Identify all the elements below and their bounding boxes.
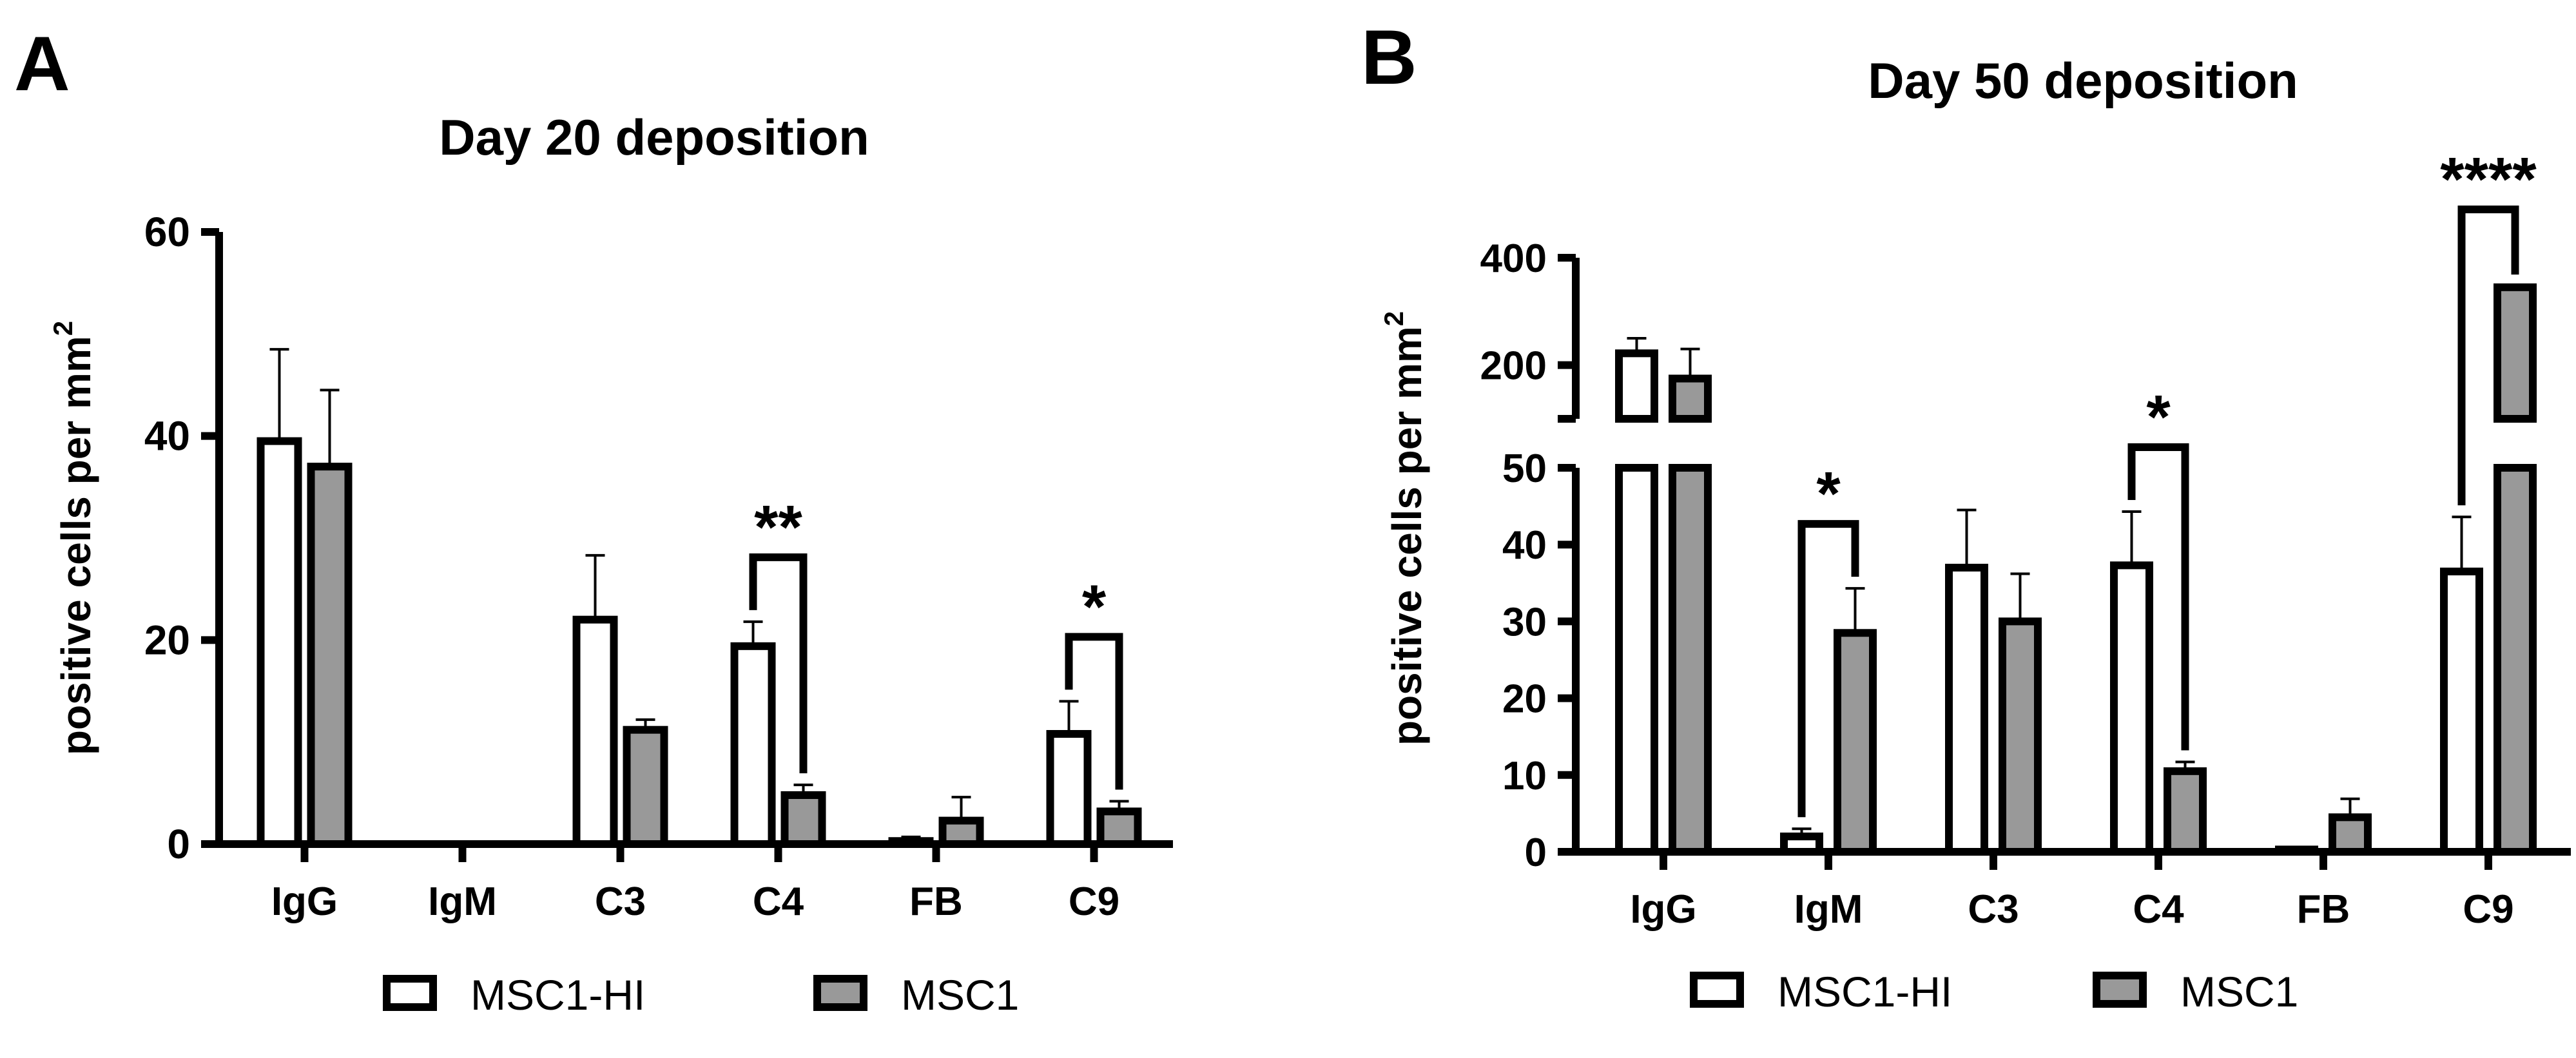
y-tick-label: 40 xyxy=(1502,523,1547,568)
legend-label-msc1-hi: MSC1-HI xyxy=(470,971,645,1019)
x-tick-label-fb: FB xyxy=(909,880,963,924)
axis-break-gap xyxy=(1612,427,1661,460)
bar-msc1-hi-c9 xyxy=(1051,734,1088,844)
x-tick-label-fb: FB xyxy=(2297,887,2350,932)
legend-label-msc1-hi: MSC1-HI xyxy=(1777,968,1952,1015)
bar-msc1-c9-lower xyxy=(2497,468,2533,852)
x-tick-label-igm: IgM xyxy=(1794,887,1863,932)
significance-label-igm: * xyxy=(1816,459,1841,528)
bar-msc1-hi-fb xyxy=(2279,849,2314,852)
bar-msc1-c4 xyxy=(785,795,822,844)
y-axis-label-text: positive cells per mm xyxy=(53,336,99,755)
y-tick-label: 400 xyxy=(1480,236,1547,281)
legend-label-msc1: MSC1 xyxy=(2180,968,2298,1015)
y-tick-label: 10 xyxy=(1502,754,1547,798)
bar-msc1-hi-igg-upper xyxy=(1619,353,1654,419)
y-tick-label: 20 xyxy=(1502,677,1547,722)
y-axis-label-superscript: 2 xyxy=(1379,311,1409,326)
y-tick-label: 60 xyxy=(144,209,190,255)
bar-msc1-hi-igm xyxy=(1784,836,1819,852)
x-tick-label-igg: IgG xyxy=(271,880,338,924)
bar-msc1-hi-igg xyxy=(261,441,298,844)
legend-swatch-msc1-hi xyxy=(387,979,433,1007)
y-tick-label: 30 xyxy=(1502,600,1547,644)
x-tick-label-c9: C9 xyxy=(2463,887,2513,932)
figure: ADay 20 deposition0204060positive cells … xyxy=(0,0,2576,1058)
bar-msc1-hi-c3 xyxy=(577,620,614,844)
bar-msc1-fb xyxy=(943,821,980,844)
bar-msc1-igm xyxy=(1837,633,1873,852)
significance-label-c9: **** xyxy=(2440,145,2537,214)
y-axis-label-text: positive cells per mm xyxy=(1384,326,1430,745)
bar-msc1-c3 xyxy=(2002,621,2038,852)
x-tick-label-c3: C3 xyxy=(1968,887,2019,932)
y-tick-label: 20 xyxy=(144,617,190,663)
x-tick-label-c4: C4 xyxy=(2133,887,2184,932)
significance-label-c4: * xyxy=(2146,383,2171,452)
bar-msc1-igg xyxy=(311,466,349,844)
bar-msc1-hi-c3 xyxy=(1949,568,1984,852)
axis-break-gap xyxy=(1666,427,1714,460)
y-axis-label: positive cells per mm2 xyxy=(1379,311,1430,745)
bar-msc1-igg-lower xyxy=(1672,468,1708,852)
chart-title: Day 50 deposition xyxy=(1868,52,2298,109)
y-tick-label: 200 xyxy=(1480,344,1547,389)
significance-label-c9: * xyxy=(1082,572,1107,641)
bar-msc1-c9 xyxy=(1101,811,1138,844)
legend-label-msc1: MSC1 xyxy=(901,971,1019,1019)
bar-msc1-hi-c4 xyxy=(735,646,772,844)
x-tick-label-c4: C4 xyxy=(753,880,804,924)
x-tick-label-c3: C3 xyxy=(595,880,646,924)
axis-break-gap xyxy=(2491,427,2539,460)
bar-msc1-fb xyxy=(2332,817,2368,852)
bar-msc1-hi-fb xyxy=(893,841,930,844)
y-tick-label: 0 xyxy=(1525,831,1547,875)
y-tick-label: 50 xyxy=(1502,447,1547,491)
bar-msc1-c3 xyxy=(627,730,664,844)
bar-msc1-igg-upper xyxy=(1672,379,1708,419)
panel-b: B Day 50 deposition 0 10 20 30 40 50 200 400 posit… xyxy=(1361,14,2571,1015)
legend-swatch-msc1 xyxy=(2097,976,2143,1004)
panel-label: B xyxy=(1361,14,1417,101)
bar-msc1-hi-c4 xyxy=(2114,565,2149,852)
y-tick-label: 0 xyxy=(167,821,190,867)
panel-a: A Day 20 deposition 0 20 40 60 positive cells … xyxy=(14,21,1173,1019)
x-tick-label-c9: C9 xyxy=(1069,880,1119,924)
y-axis-label: positive cells per mm2 xyxy=(48,321,99,755)
bar-msc1-hi-c9 xyxy=(2444,572,2479,852)
y-axis-label-superscript: 2 xyxy=(48,321,78,336)
bar-msc1-c4 xyxy=(2167,771,2203,852)
legend-swatch-msc1 xyxy=(817,979,864,1007)
significance-label-c4: ** xyxy=(754,493,802,562)
x-tick-label-igg: IgG xyxy=(1630,887,1696,932)
legend-swatch-msc1-hi xyxy=(1694,976,1740,1004)
bar-msc1-hi-igg-lower xyxy=(1619,468,1654,852)
y-tick-label: 40 xyxy=(144,413,190,459)
chart-title: Day 20 deposition xyxy=(439,109,869,166)
panel-label: A xyxy=(14,21,70,107)
x-tick-label-igm: IgM xyxy=(428,880,497,924)
bar-msc1-c9-upper xyxy=(2497,287,2533,419)
